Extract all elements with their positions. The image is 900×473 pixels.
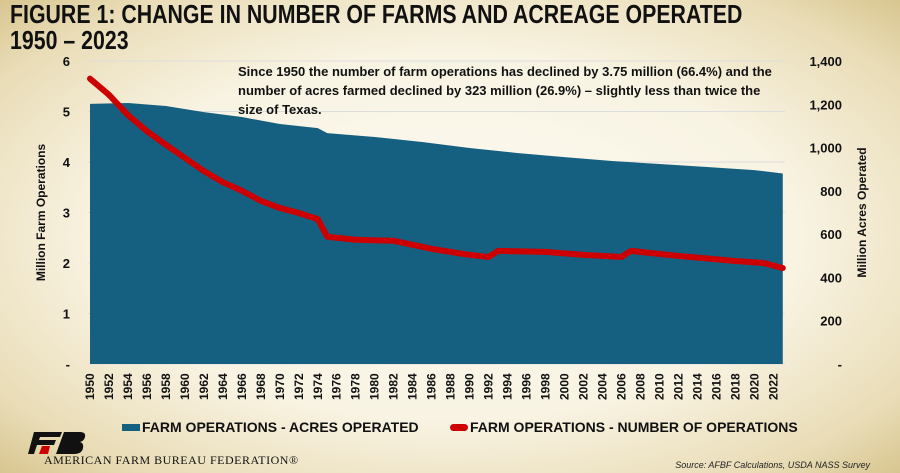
afbf-logo [28,432,86,454]
x-tick: 1952 [102,373,116,400]
y-tick-right: 200 [820,314,842,329]
legend-swatch-acres [122,423,140,431]
acres-area [90,102,783,364]
y-tick-right: 1,400 [809,54,842,69]
x-tick: 2020 [747,373,761,400]
x-tick: 2008 [633,373,647,400]
x-tick: 1956 [140,373,154,400]
x-tick: 1982 [387,373,401,400]
operations-line [87,75,786,272]
x-tick: 2018 [728,373,742,400]
y-tick-right: 1,000 [809,141,842,156]
source-note: Source: AFBF Calculations, USDA NASS Sur… [675,460,870,470]
x-tick: 1960 [178,373,192,400]
legend-swatch-operations [450,423,468,431]
legend-item-operations: FARM OPERATIONS - NUMBER OF OPERATIONS [450,419,798,435]
x-tick: 1968 [254,373,268,400]
x-tick: 1984 [406,373,420,400]
x-tick: 1962 [197,373,211,400]
legend-item-acres: FARM OPERATIONS - ACRES OPERATED [122,419,419,435]
y-tick-left: 1 [63,307,70,322]
y-axis-label-right: Million Acres Operated [855,147,869,277]
x-tick: 2004 [595,373,609,400]
x-tick: 2014 [690,373,704,400]
x-tick: 1990 [463,373,477,400]
y-tick-right: 800 [820,184,842,199]
x-tick: 2000 [558,373,572,400]
x-tick: 1986 [425,373,439,400]
x-tick: 1964 [216,373,230,400]
x-tick: 1992 [482,373,496,400]
organization-name: AMERICAN FARM BUREAU FEDERATION® [44,453,299,467]
y-tick-left: 6 [63,54,70,69]
y-tick-right: - [838,357,842,372]
x-tick: 1994 [501,373,515,400]
title-line-1: FIGURE 1: CHANGE IN NUMBER OF FARMS AND … [10,0,743,29]
x-tick: 1958 [159,373,173,400]
x-tick: 2016 [709,373,723,400]
y-tick-right: 600 [820,227,842,242]
x-tick: 1974 [311,373,325,400]
y-axis-label-left: Million Farm Operations [34,144,48,282]
x-tick: 2002 [576,373,590,400]
y-tick-left: 5 [63,105,70,120]
y-tick-left: 2 [63,256,70,271]
x-tick: 2006 [614,373,628,400]
x-tick: 1998 [539,373,553,400]
x-tick: 2012 [671,373,685,400]
x-tick: 1972 [292,373,306,400]
x-tick: 1966 [235,373,249,400]
title-line-2: 1950 – 2023 [10,25,129,55]
x-tick: 1996 [520,373,534,400]
x-tick: 2022 [766,373,780,400]
legend-label-acres: FARM OPERATIONS - ACRES OPERATED [142,419,419,435]
x-tick: 1978 [349,373,363,400]
x-tick: 1988 [444,373,458,400]
legend-label-operations: FARM OPERATIONS - NUMBER OF OPERATIONS [470,419,798,435]
y-tick-right: 400 [820,270,842,285]
x-tick: 1980 [368,373,382,400]
x-tick: 1970 [273,373,287,400]
y-tick-left: 4 [63,155,71,170]
annotation: Since 1950 the number of farm operations… [238,64,772,117]
x-tick: 2010 [652,373,666,400]
x-tick: 1954 [121,373,135,400]
y-tick-right: 1,200 [809,97,842,112]
y-tick-left: - [66,357,70,372]
y-tick-left: 3 [63,206,70,221]
x-tick: 1950 [83,373,97,400]
x-tick: 1976 [330,373,344,400]
